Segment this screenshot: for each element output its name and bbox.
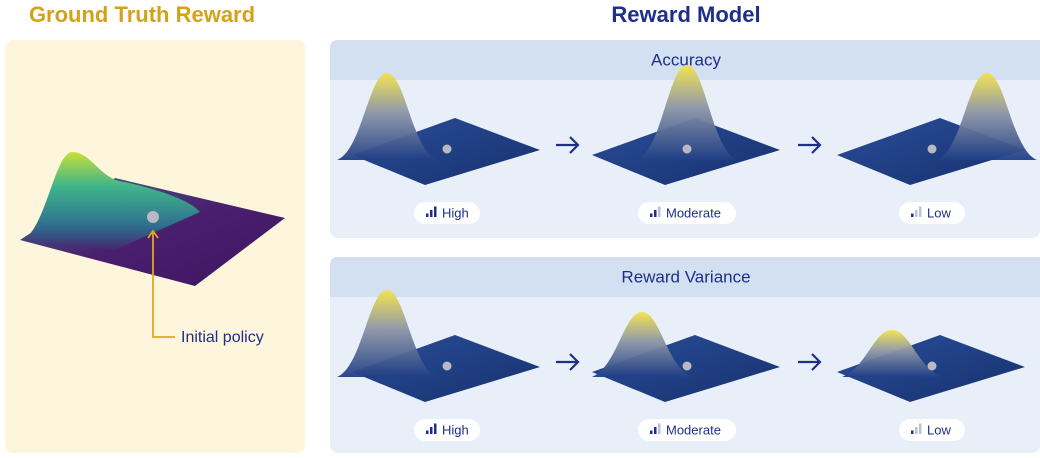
left-title: Ground Truth Reward xyxy=(29,2,255,27)
policy-dot xyxy=(928,362,937,371)
signal-bar xyxy=(911,431,914,435)
signal-bar xyxy=(658,424,661,435)
signal-bar xyxy=(434,207,437,218)
signal-bar xyxy=(654,427,657,434)
policy-dot xyxy=(443,362,452,371)
signal-bar xyxy=(434,424,437,435)
right-title: Reward Model xyxy=(611,2,760,27)
pill-label: High xyxy=(442,205,469,220)
signal-bar xyxy=(915,427,918,434)
policy-dot xyxy=(683,362,692,371)
policy-dot xyxy=(147,211,159,223)
pill-label: Moderate xyxy=(666,422,721,437)
signal-bar xyxy=(919,424,922,435)
policy-dot xyxy=(683,145,692,154)
pill-label: Low xyxy=(927,422,951,437)
policy-dot xyxy=(443,145,452,154)
annotation: Initial policy xyxy=(181,329,264,346)
signal-bar xyxy=(919,207,922,218)
policy-dot xyxy=(928,145,937,154)
signal-bar xyxy=(650,431,653,435)
page: {"left": {"title": "Ground Truth Reward"… xyxy=(0,0,1040,453)
diagram: Ground Truth Reward Reward Model Initial… xyxy=(0,0,1040,453)
signal-bar xyxy=(430,427,433,434)
pill-label: Moderate xyxy=(666,205,721,220)
pill-label: Low xyxy=(927,205,951,220)
pill-label: High xyxy=(442,422,469,437)
signal-bar xyxy=(426,431,429,435)
panel-title: Reward Variance xyxy=(621,267,750,286)
signal-bar xyxy=(911,214,914,218)
signal-bar xyxy=(650,214,653,218)
signal-bar xyxy=(915,210,918,217)
signal-bar xyxy=(658,207,661,218)
signal-bar xyxy=(654,210,657,217)
signal-bar xyxy=(426,214,429,218)
signal-bar xyxy=(430,210,433,217)
